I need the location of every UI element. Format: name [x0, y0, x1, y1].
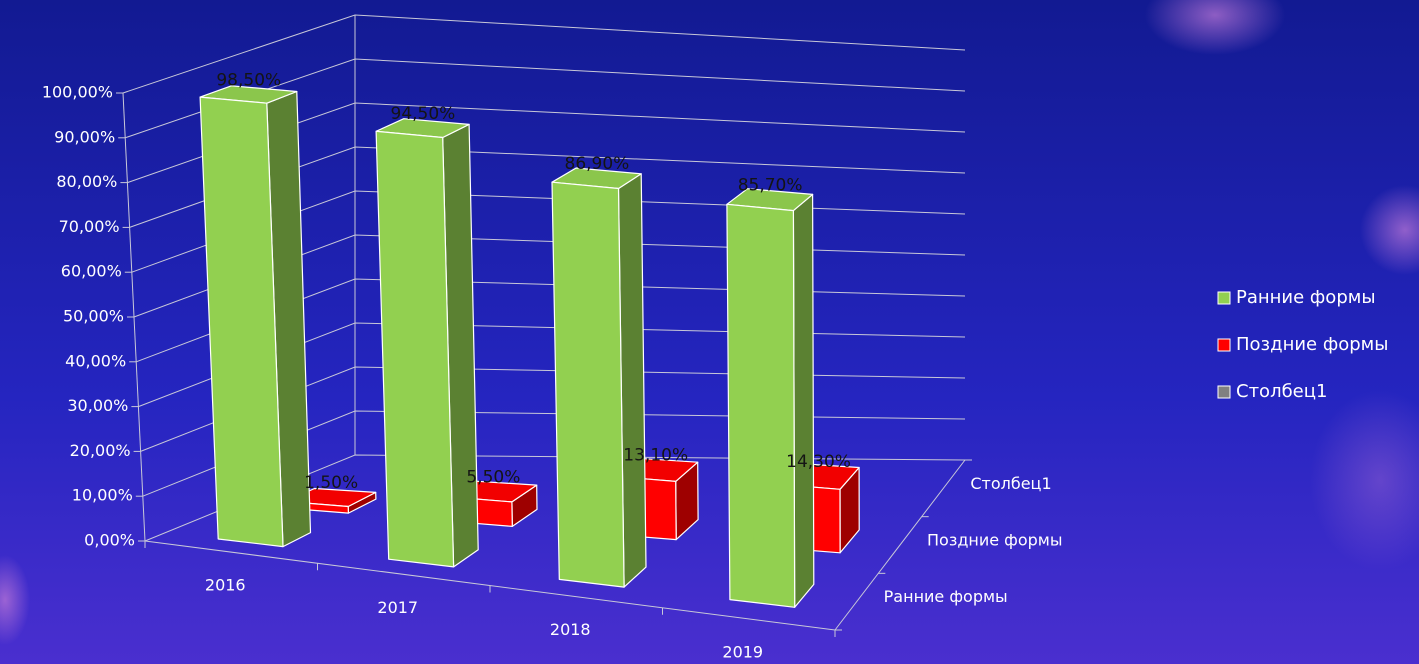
x-tick-label: 2017 — [377, 598, 418, 617]
decoration — [1145, 0, 1285, 55]
legend-label: Столбец1 — [1236, 381, 1327, 402]
x-tick-label: 2019 — [722, 642, 763, 661]
depth-label: Поздние формы — [927, 531, 1063, 550]
y-tick-label: 60,00% — [61, 262, 122, 281]
value-label: 86,90% — [565, 154, 630, 174]
y-tick-label: 40,00% — [65, 351, 126, 370]
depth-label: Ранние формы — [884, 587, 1008, 606]
depth-label: Столбец1 — [970, 474, 1051, 493]
value-label: 5,50% — [466, 467, 520, 487]
bar-side — [792, 193, 815, 608]
value-label: 1,50% — [304, 473, 358, 493]
bar — [726, 203, 796, 608]
decoration — [1360, 185, 1419, 275]
y-tick-label: 30,00% — [67, 396, 128, 415]
plot-area: 0,00% 10,00% 20,00% 30,00% 40,00% 50,00% 60,00… — [42, 14, 1388, 661]
y-tick-label: 80,00% — [56, 172, 117, 191]
y-axis — [122, 92, 146, 542]
value-label: 14,30% — [786, 452, 851, 472]
legend-swatch — [1217, 291, 1231, 305]
depth-axis — [834, 459, 966, 631]
legend-label: Ранние формы — [1236, 287, 1376, 308]
decoration — [1310, 390, 1419, 570]
x-tick-label: 2016 — [205, 576, 246, 595]
bar — [199, 96, 284, 548]
y-tick-label: 100,00% — [42, 83, 113, 102]
legend-swatch — [1217, 385, 1231, 399]
value-label: 94,50% — [391, 104, 456, 124]
value-label: 85,70% — [738, 176, 803, 196]
decoration — [0, 555, 30, 645]
y-tick-label: 0,00% — [84, 531, 135, 550]
bar — [551, 181, 625, 588]
y-tick-label: 50,00% — [63, 307, 124, 326]
legend-swatch — [1217, 338, 1231, 352]
x-tick-label: 2018 — [550, 620, 591, 639]
y-tick-label: 20,00% — [70, 441, 131, 460]
y-tick-label: 10,00% — [72, 486, 133, 505]
value-label: 98,50% — [216, 70, 281, 90]
value-label: 13,10% — [623, 446, 688, 466]
y-tick-label: 70,00% — [59, 217, 120, 236]
y-tick-label: 90,00% — [54, 127, 115, 146]
legend-label: Поздние формы — [1236, 334, 1388, 355]
bar — [375, 130, 455, 568]
